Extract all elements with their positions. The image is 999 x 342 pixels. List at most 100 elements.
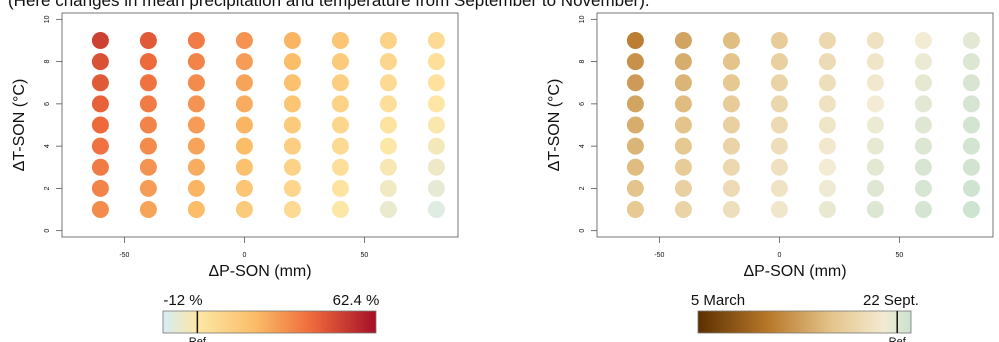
dot — [379, 31, 397, 49]
y-tick-label: 4 — [44, 144, 51, 148]
dot — [914, 137, 932, 155]
dot — [866, 53, 884, 71]
x-tick-label: -50 — [654, 252, 664, 259]
dot — [331, 53, 349, 71]
dot — [962, 201, 980, 219]
dot — [626, 53, 644, 71]
dot — [187, 179, 205, 197]
dot — [187, 53, 205, 71]
dot — [866, 179, 884, 197]
dot — [187, 31, 205, 49]
dot — [962, 137, 980, 155]
y-tick-label: 0 — [44, 229, 51, 233]
y-tick-label: 10 — [44, 15, 51, 23]
dot — [91, 158, 109, 176]
colorbar — [697, 310, 912, 334]
x-tick-label: 0 — [777, 252, 781, 259]
dot — [818, 158, 836, 176]
dot — [187, 137, 205, 155]
dot — [283, 116, 301, 134]
colorbar-label: 62.4 % — [333, 292, 380, 309]
dot — [914, 74, 932, 92]
dot — [818, 74, 836, 92]
dot — [235, 179, 253, 197]
dot — [962, 116, 980, 134]
dot — [866, 158, 884, 176]
dot — [235, 74, 253, 92]
colorbar-label: -12 % — [163, 292, 202, 309]
y-axis-label: ΔT-SON (°C) — [546, 79, 563, 172]
dot — [283, 158, 301, 176]
dot — [379, 74, 397, 92]
y-tick-label: 8 — [579, 60, 586, 64]
dot — [674, 74, 692, 92]
y-tick-label: 4 — [579, 144, 586, 148]
dot — [770, 201, 788, 219]
y-tick-label: 2 — [579, 186, 586, 190]
dot — [626, 31, 644, 49]
dot — [331, 116, 349, 134]
dot — [91, 201, 109, 219]
y-tick-label: 2 — [44, 186, 51, 190]
dot — [770, 53, 788, 71]
dot — [674, 116, 692, 134]
dot — [331, 31, 349, 49]
dot — [235, 137, 253, 155]
plot-frame — [596, 12, 994, 238]
dot — [91, 31, 109, 49]
dot — [427, 179, 445, 197]
dot — [914, 116, 932, 134]
dot — [427, 158, 445, 176]
x-tick-label: 50 — [896, 252, 904, 259]
dot — [674, 201, 692, 219]
dot — [770, 31, 788, 49]
dot — [962, 95, 980, 113]
dot — [866, 74, 884, 92]
dot — [139, 116, 157, 134]
dot — [914, 95, 932, 113]
dot — [914, 53, 932, 71]
dot — [674, 179, 692, 197]
dot — [427, 137, 445, 155]
dot — [818, 116, 836, 134]
dot — [187, 116, 205, 134]
dot — [139, 53, 157, 71]
dot — [722, 74, 740, 92]
dot — [427, 201, 445, 219]
dot — [866, 201, 884, 219]
dot — [674, 158, 692, 176]
dot — [235, 201, 253, 219]
dot — [866, 116, 884, 134]
dot — [139, 201, 157, 219]
dot — [379, 116, 397, 134]
dot — [722, 116, 740, 134]
dot — [962, 53, 980, 71]
dot — [626, 158, 644, 176]
dot — [379, 158, 397, 176]
y-tick-label: 6 — [579, 102, 586, 106]
caption: (Here changes in mean precipitation and … — [8, 0, 650, 10]
dot — [770, 179, 788, 197]
y-tick-label: 10 — [579, 15, 586, 23]
dot — [331, 95, 349, 113]
dot — [818, 201, 836, 219]
dot — [379, 179, 397, 197]
dot — [91, 74, 109, 92]
dot — [379, 201, 397, 219]
dot — [235, 31, 253, 49]
dot — [427, 31, 445, 49]
x-tick-label: -50 — [119, 252, 129, 259]
y-tick-label: 6 — [44, 102, 51, 106]
dot — [331, 158, 349, 176]
dot — [139, 137, 157, 155]
x-axis-label: ΔP-SON (mm) — [743, 263, 846, 280]
dot — [139, 95, 157, 113]
dot — [866, 31, 884, 49]
dot — [722, 137, 740, 155]
colorbar-label: 5 March — [691, 292, 745, 309]
dot — [91, 95, 109, 113]
ref-label: Ref — [889, 336, 907, 342]
dot — [187, 74, 205, 92]
dot — [962, 31, 980, 49]
